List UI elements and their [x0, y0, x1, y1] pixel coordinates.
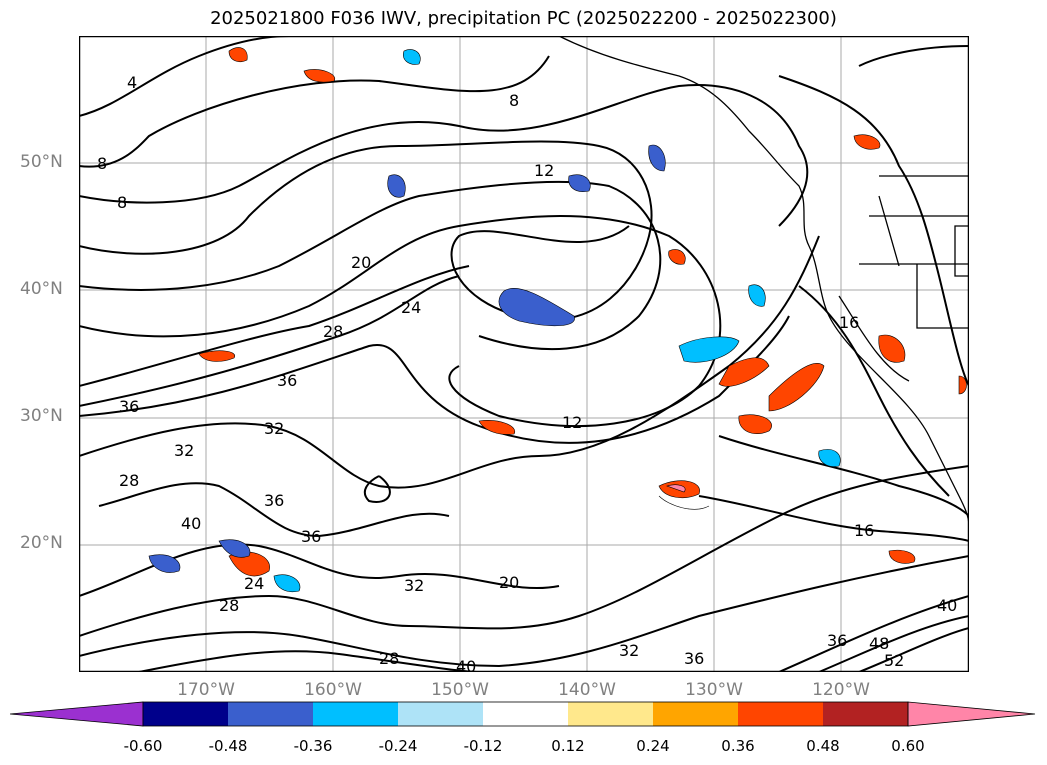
contour-label: 36 [119, 397, 139, 416]
colorbar-tick: 0.60 [891, 737, 925, 755]
contour-label: 36 [827, 631, 847, 650]
colorbar-tick: 0.24 [636, 737, 670, 755]
colorbar-bin [823, 702, 908, 726]
contour-label: 52 [884, 651, 904, 670]
lat-label-30n: 30°N [20, 406, 63, 426]
contour-label: 36 [301, 527, 321, 546]
contour-label: 36 [684, 649, 704, 668]
contour-label: 32 [264, 419, 284, 438]
contour-label: 36 [277, 371, 297, 390]
colorbar-bin [568, 702, 653, 726]
lat-label-20n: 20°N [20, 533, 63, 553]
colorbar-bin [483, 702, 568, 726]
lat-label-40n: 40°N [20, 279, 63, 299]
contour-label: 48 [869, 634, 889, 653]
colorbar-tick: 0.36 [721, 737, 755, 755]
contour-label: 28 [323, 322, 343, 341]
coastlines [558, 36, 969, 527]
lon-label-140w: 140°W [558, 680, 616, 700]
colorbar-extend-high [907, 701, 1036, 727]
iwv-contours [79, 36, 969, 672]
contour-label: 12 [562, 413, 582, 432]
contour-label: 20 [499, 573, 519, 592]
contour-label: 24 [401, 298, 421, 317]
colorbar-bin [653, 702, 738, 726]
contour-label: 16 [839, 313, 859, 332]
contour-label: 4 [127, 73, 137, 92]
contour-label: 40 [937, 596, 957, 615]
colorbar-tick: 0.48 [806, 737, 840, 755]
colorbar-bin [313, 702, 398, 726]
colorbar-bin [738, 702, 823, 726]
colorbar-bin [228, 702, 313, 726]
colorbar-tick: -0.36 [293, 737, 333, 755]
colorbar [10, 701, 1036, 727]
contour-label: 8 [509, 91, 519, 110]
contour-label: 36 [264, 491, 284, 510]
lon-label-130w: 130°W [685, 680, 743, 700]
contour-label: 40 [456, 657, 476, 672]
lon-label-170w: 170°W [177, 680, 235, 700]
contour-label: 28 [219, 596, 239, 615]
precip-shading [148, 47, 967, 593]
contour-label: 12 [534, 161, 554, 180]
contour-label: 28 [119, 471, 139, 490]
lon-label-150w: 150°W [431, 680, 489, 700]
contour-label: 8 [117, 193, 127, 212]
colorbar-extend-low [10, 701, 144, 727]
colorbar-tick: -0.24 [378, 737, 418, 755]
contour-label: 40 [181, 514, 201, 533]
lon-label-160w: 160°W [304, 680, 362, 700]
contour-labels: 4 8 8 8 12 12 16 16 20 20 24 24 28 28 28… [97, 73, 957, 672]
contour-label: 32 [174, 441, 194, 460]
colorbar-tick: -0.60 [123, 737, 163, 755]
contour-label: 32 [619, 641, 639, 660]
lat-label-50n: 50°N [20, 152, 63, 172]
colorbar-tick: -0.12 [463, 737, 503, 755]
contour-label: 32 [404, 576, 424, 595]
colorbar-tick: -0.48 [208, 737, 248, 755]
contour-label: 28 [379, 649, 399, 668]
colorbar-bin [398, 702, 483, 726]
contour-label: 8 [97, 154, 107, 173]
colorbar-tick: 0.12 [551, 737, 585, 755]
contour-label: 24 [244, 574, 264, 593]
map-panel: 4 8 8 8 12 12 16 16 20 20 24 24 28 28 28… [79, 36, 969, 672]
map-title: 2025021800 F036 IWV, precipitation PC (2… [210, 8, 837, 29]
contour-label: 20 [351, 253, 371, 272]
lon-label-120w: 120°W [812, 680, 870, 700]
contour-label: 16 [854, 521, 874, 540]
colorbar-bin [143, 702, 228, 726]
